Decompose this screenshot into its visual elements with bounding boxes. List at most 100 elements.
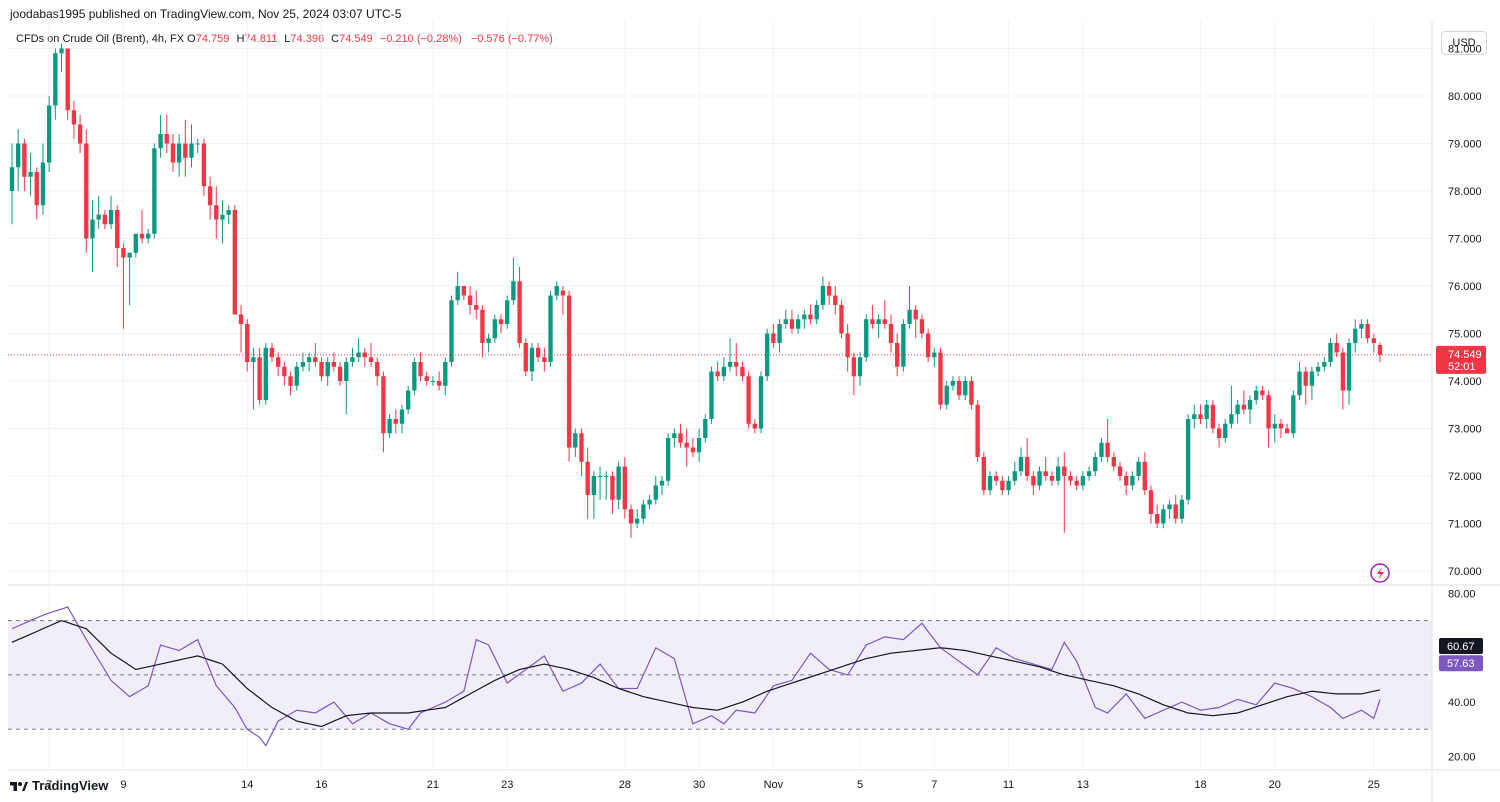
candle — [523, 338, 528, 377]
candle-body — [1012, 471, 1017, 481]
candle-body — [1055, 466, 1061, 481]
candle — [207, 176, 213, 220]
candle-body — [189, 143, 194, 158]
candle-body — [987, 476, 993, 491]
candle — [152, 143, 157, 239]
footer-brand[interactable]: TradingView — [10, 778, 108, 793]
candle-body — [288, 376, 293, 386]
candle — [771, 324, 776, 348]
candle — [1068, 471, 1073, 486]
candle — [684, 428, 689, 467]
candle-body — [269, 347, 275, 358]
candle — [721, 357, 727, 381]
candle-body — [1284, 428, 1290, 434]
candle — [758, 371, 764, 434]
grid-lines — [8, 20, 1432, 770]
candle-body — [641, 504, 646, 519]
candle-body — [449, 300, 454, 362]
candle — [641, 499, 646, 524]
time-tick-label: 16 — [315, 779, 327, 791]
tradingview-logo-icon — [10, 781, 28, 791]
currency-button[interactable]: USD — [1441, 31, 1487, 55]
candle-body — [152, 148, 157, 234]
candle — [950, 376, 956, 391]
candle-body — [430, 381, 436, 382]
candle-body — [1303, 371, 1308, 386]
candle-body — [1117, 466, 1123, 476]
candle — [1309, 366, 1315, 400]
candle-body — [628, 509, 634, 524]
time-tick-label: 25 — [1368, 779, 1380, 791]
candle-body — [251, 357, 256, 362]
candle-body — [901, 324, 906, 367]
candle — [1136, 457, 1141, 481]
candle-body — [895, 343, 900, 367]
candle-body — [1192, 414, 1197, 419]
candle-body — [622, 466, 627, 510]
candle-body — [932, 352, 937, 358]
candle — [709, 366, 714, 424]
candle-body — [839, 305, 844, 334]
candle-body — [1210, 404, 1216, 429]
candle-body — [1198, 414, 1203, 419]
candle-body — [375, 362, 380, 377]
candle-body — [1340, 352, 1346, 391]
candle — [1142, 452, 1147, 495]
candle — [969, 376, 974, 410]
candle-body — [1025, 457, 1030, 476]
candle-body — [115, 210, 120, 248]
lightning-icon[interactable] — [1370, 563, 1390, 583]
high-label: H — [236, 33, 245, 45]
candle — [480, 305, 485, 358]
candle-body — [783, 319, 788, 324]
candle — [1049, 471, 1055, 486]
candle-body — [1291, 395, 1296, 434]
candle — [28, 153, 33, 196]
candle-body — [1049, 476, 1055, 481]
time-tick-label: 7 — [931, 779, 937, 791]
candle — [987, 471, 993, 495]
candle-body — [1136, 461, 1141, 476]
candle-body — [1099, 442, 1104, 457]
candle — [956, 376, 962, 400]
candle — [808, 305, 813, 324]
candle — [108, 195, 114, 229]
candle — [325, 357, 330, 386]
open-value: 74.759 — [195, 33, 230, 45]
candle — [505, 295, 510, 329]
candle-body — [195, 143, 200, 145]
low-label: L — [284, 33, 291, 45]
candle — [1241, 390, 1246, 415]
candle-body — [313, 357, 318, 362]
candle — [1235, 400, 1240, 424]
candle — [40, 143, 46, 215]
candle — [282, 362, 287, 386]
candle-body — [851, 357, 857, 377]
candle — [238, 305, 244, 353]
candle-body — [814, 305, 819, 320]
candle — [449, 295, 454, 367]
candle-body — [1346, 343, 1352, 391]
candle-body — [1179, 499, 1185, 519]
candle-body — [22, 143, 27, 177]
candle-body — [176, 143, 182, 163]
candle — [647, 495, 652, 510]
candle-body — [232, 210, 238, 315]
candle — [498, 314, 504, 334]
candle — [1377, 342, 1383, 363]
candle-body — [1062, 466, 1067, 476]
candle-body — [826, 286, 832, 296]
candle-body — [777, 324, 782, 343]
candle — [535, 343, 541, 362]
candle-body — [424, 376, 429, 381]
candle-body — [1006, 480, 1011, 491]
candle-body — [523, 343, 528, 372]
candle — [1105, 419, 1110, 462]
publisher-line: joodabas1995 published on TradingView.co… — [10, 7, 402, 21]
candle-body — [734, 362, 739, 367]
candle-body — [84, 143, 89, 239]
candle-body — [548, 295, 553, 362]
candle-body — [34, 172, 39, 206]
